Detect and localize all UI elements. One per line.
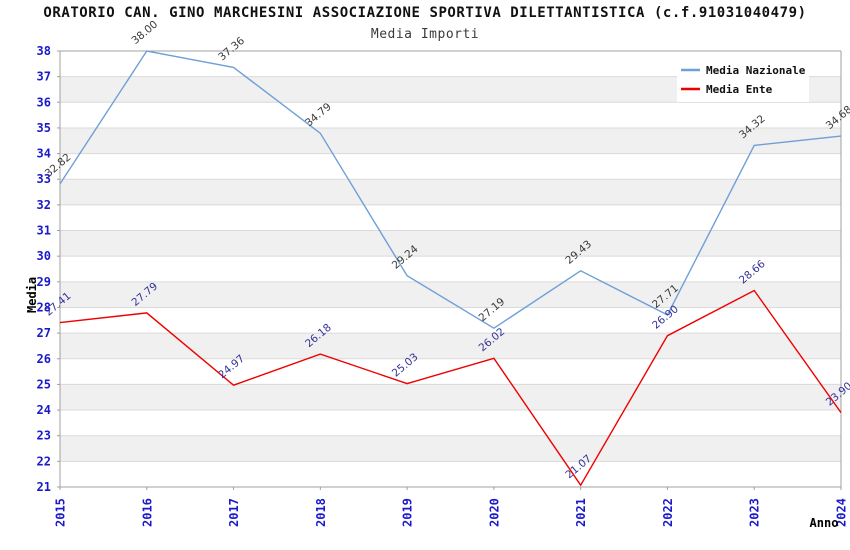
series-line-media-ente <box>59 289 842 487</box>
y-tick-label: 36 <box>37 95 51 109</box>
x-tick-label: 2020 <box>487 498 501 527</box>
y-tick-label: 24 <box>37 403 51 417</box>
legend-label-media-nazionale: Media Nazionale <box>706 64 806 77</box>
x-tick-label: 2016 <box>140 498 154 527</box>
x-tick-label: 2018 <box>314 498 328 527</box>
y-tick-label: 37 <box>37 70 51 84</box>
x-tick-label: 2023 <box>748 498 762 527</box>
y-tick-label: 29 <box>37 275 51 289</box>
y-tick-label: 25 <box>37 377 51 391</box>
y-tick-label: 28 <box>37 300 51 314</box>
x-tick-label: 2017 <box>227 498 241 527</box>
x-axis-title: Anno <box>810 516 839 530</box>
data-label: 34.79 <box>303 101 334 130</box>
y-tick-label: 38 <box>37 44 51 58</box>
grid-band <box>60 435 841 462</box>
data-label: 38.00 <box>129 18 160 47</box>
grid-band <box>60 230 841 257</box>
y-tick-label: 33 <box>37 172 51 186</box>
x-tick-label: 2022 <box>661 498 675 527</box>
grid-band <box>60 281 841 308</box>
y-tick-label: 30 <box>37 249 51 263</box>
legend-label-media-ente: Media Ente <box>706 83 773 96</box>
data-label: 37.36 <box>216 35 247 64</box>
y-axis-title: Media <box>25 277 39 313</box>
y-tick-label: 32 <box>37 198 51 212</box>
x-tick-label: 2021 <box>574 498 588 527</box>
legend <box>677 55 809 102</box>
y-tick-label: 27 <box>37 326 51 340</box>
y-tick-label: 23 <box>37 429 51 443</box>
y-tick-label: 21 <box>37 480 51 494</box>
y-tick-label: 35 <box>37 121 51 135</box>
chart-subtitle: Media Importi <box>370 27 480 42</box>
y-tick-label: 26 <box>37 352 51 366</box>
grid-band <box>60 333 841 359</box>
chart-title: ORATORIO CAN. GINO MARCHESINI ASSOCIAZIO… <box>43 5 807 21</box>
x-tick-label: 2024 <box>835 498 849 527</box>
grid-band <box>60 127 841 154</box>
series-line-media-nazionale <box>59 50 842 330</box>
x-tick-label: 2015 <box>54 498 68 527</box>
grid-band <box>60 384 841 411</box>
y-tick-label: 34 <box>37 147 51 161</box>
x-tick-label: 2019 <box>401 498 415 527</box>
y-tick-label: 31 <box>37 224 51 238</box>
y-tick-label: 22 <box>37 454 51 468</box>
grid-band <box>60 179 841 205</box>
